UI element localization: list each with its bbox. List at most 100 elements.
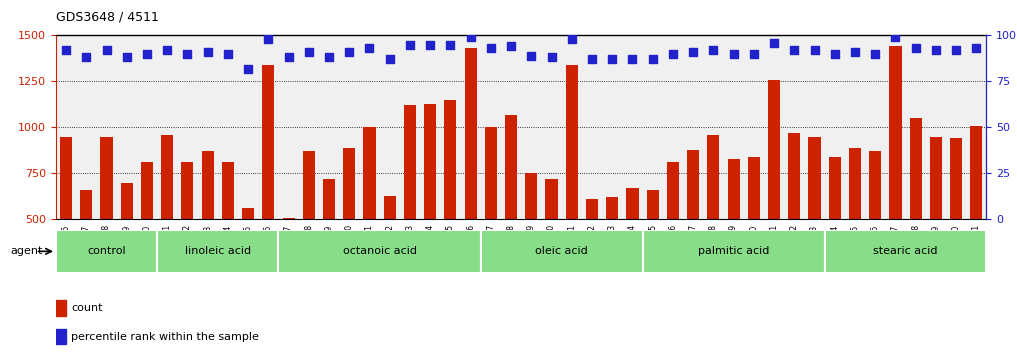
Bar [768, 80, 780, 312]
Bar [647, 190, 659, 312]
Point [523, 53, 539, 58]
Bar [262, 65, 275, 312]
Point [402, 42, 418, 47]
Bar [747, 157, 760, 312]
Bar [788, 133, 800, 312]
Point [240, 66, 256, 72]
Bar [545, 179, 557, 312]
Bar [909, 118, 921, 312]
Text: count: count [71, 303, 103, 313]
Bar [141, 162, 153, 312]
FancyBboxPatch shape [56, 230, 157, 273]
Bar [161, 135, 173, 312]
Bar [485, 127, 497, 312]
Point [483, 45, 499, 51]
Point [281, 55, 297, 60]
Bar [930, 137, 942, 312]
Point [58, 47, 74, 53]
Point [503, 44, 520, 49]
Bar [343, 148, 355, 312]
Bar [525, 173, 537, 312]
Point [584, 57, 600, 62]
Bar [849, 148, 861, 312]
Text: octanoic acid: octanoic acid [343, 246, 417, 256]
Bar [586, 199, 598, 312]
Point [381, 57, 398, 62]
Bar [80, 190, 93, 312]
Bar [323, 179, 336, 312]
Bar [950, 138, 962, 312]
Point [321, 55, 338, 60]
Bar [829, 157, 841, 312]
Point [422, 42, 438, 47]
Bar [667, 162, 679, 312]
Point [139, 51, 156, 57]
Point [341, 49, 357, 55]
Bar [970, 126, 982, 312]
Bar [606, 198, 618, 312]
Point [543, 55, 559, 60]
Point [907, 45, 923, 51]
Bar [181, 162, 193, 312]
Bar [56, 300, 66, 316]
Text: oleic acid: oleic acid [535, 246, 588, 256]
Bar [363, 127, 375, 312]
Bar [708, 135, 719, 312]
Point [745, 51, 762, 57]
FancyBboxPatch shape [643, 230, 825, 273]
Point [827, 51, 843, 57]
Point [179, 51, 195, 57]
Point [119, 55, 135, 60]
Bar [870, 152, 882, 312]
Text: stearic acid: stearic acid [874, 246, 938, 256]
Point [868, 51, 884, 57]
Bar [222, 162, 234, 312]
Bar [809, 137, 821, 312]
Text: palmitic acid: palmitic acid [698, 246, 769, 256]
Bar [60, 137, 72, 312]
Point [78, 55, 95, 60]
Text: control: control [87, 246, 126, 256]
Bar [424, 103, 436, 312]
Bar [444, 100, 457, 312]
Point [705, 47, 721, 53]
Point [301, 49, 317, 55]
Bar [890, 46, 901, 312]
Bar [626, 188, 639, 312]
Bar [465, 48, 477, 312]
Bar [383, 195, 396, 312]
Point [220, 51, 236, 57]
Bar [303, 152, 315, 312]
Point [645, 57, 661, 62]
Bar [121, 183, 133, 312]
Point [463, 34, 479, 40]
Point [766, 40, 782, 46]
Bar [727, 159, 739, 312]
Bar [404, 105, 416, 312]
Bar [201, 152, 214, 312]
Point [847, 49, 863, 55]
Bar [242, 209, 254, 312]
Bar [101, 137, 113, 312]
Point [887, 34, 903, 40]
Text: linoleic acid: linoleic acid [185, 246, 251, 256]
Point [199, 49, 216, 55]
Bar [505, 115, 518, 312]
Point [260, 36, 277, 42]
Text: agent: agent [10, 246, 43, 256]
Point [563, 36, 580, 42]
Point [665, 51, 681, 57]
Bar [565, 65, 578, 312]
Text: GDS3648 / 4511: GDS3648 / 4511 [56, 11, 159, 24]
FancyBboxPatch shape [157, 230, 279, 273]
Point [361, 45, 377, 51]
Point [604, 57, 620, 62]
Point [99, 47, 115, 53]
Point [624, 57, 641, 62]
Point [806, 47, 823, 53]
Point [928, 47, 944, 53]
Point [786, 47, 802, 53]
FancyBboxPatch shape [481, 230, 643, 273]
Bar [283, 218, 295, 312]
Point [159, 47, 175, 53]
